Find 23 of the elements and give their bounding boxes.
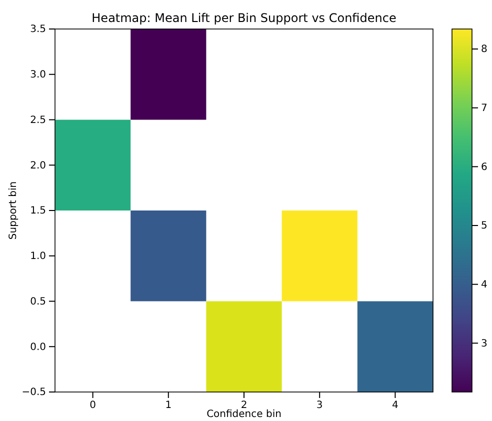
x-tick-label: 0 <box>90 400 96 412</box>
color-bar-label: 7 <box>481 103 488 114</box>
x-tick-label: 4 <box>392 400 398 412</box>
x-tick-label: 2 <box>240 400 248 412</box>
y-tick-label: 0.0 <box>30 342 46 353</box>
y-tick-label: −0.5 <box>22 387 46 398</box>
y-tick-label: 1.0 <box>30 251 46 262</box>
y-tick-label: 1.5 <box>30 206 46 217</box>
color-bar-label: 4 <box>481 280 488 291</box>
x-tick-label: 3 <box>316 400 323 412</box>
x-axis-title: Confidence bin <box>206 409 282 420</box>
color-bar-label: 8 <box>481 44 488 56</box>
x-tick-label: 1 <box>165 400 172 412</box>
y-tick-label: 2.0 <box>30 160 46 172</box>
y-tick-label: 0.5 <box>30 296 46 308</box>
color-bar-label: 5 <box>481 220 488 232</box>
chart-title: Heatmap: Mean Lift per Bin Support vs Confidence <box>92 11 396 25</box>
y-tick-label: 3.5 <box>30 24 46 36</box>
color-bar-label: 3 <box>481 338 488 350</box>
y-axis-title: Support bin <box>8 181 19 240</box>
color-bar-label: 6 <box>481 162 488 173</box>
y-tick-label: 2.5 <box>30 114 46 126</box>
y-tick-label: 3.0 <box>30 70 46 81</box>
